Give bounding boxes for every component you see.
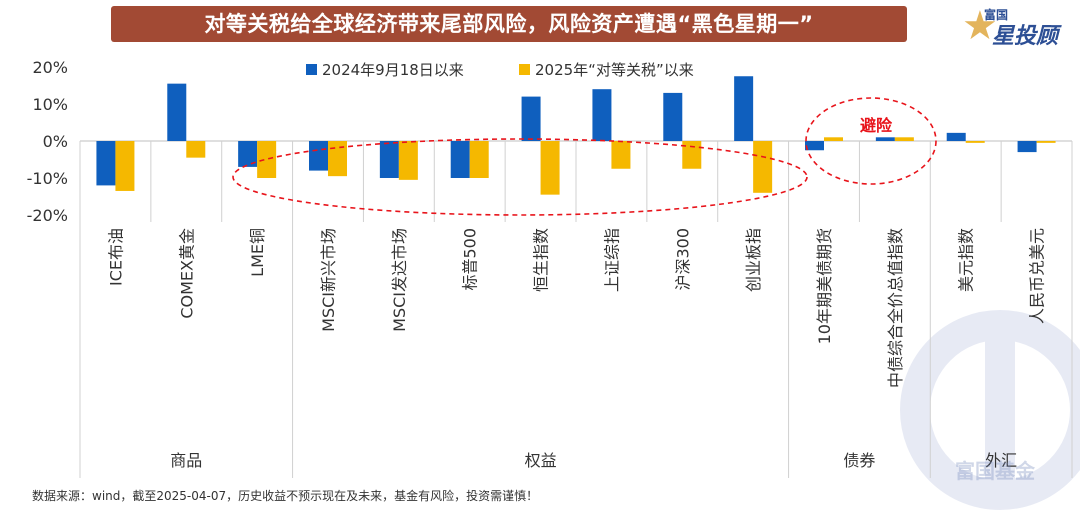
bar-series1 bbox=[875, 137, 895, 141]
group-label: 商品 bbox=[170, 451, 202, 470]
group-label: 权益 bbox=[525, 451, 557, 470]
logo-top-text: 富国 bbox=[984, 8, 1009, 22]
group-label: 外汇 bbox=[985, 451, 1017, 470]
category-label: 沪深300 bbox=[673, 228, 692, 291]
bar-series2 bbox=[186, 141, 206, 158]
bar-series2 bbox=[753, 141, 773, 193]
category-label: MSCI新兴市场 bbox=[319, 228, 338, 332]
legend-swatch-2 bbox=[519, 64, 530, 75]
legend-label-2: 2025年“对等关税”以来 bbox=[535, 61, 694, 79]
watermark-text: 富国基金 bbox=[955, 459, 1035, 483]
bar-series1 bbox=[309, 141, 328, 171]
bar-series1 bbox=[734, 76, 754, 141]
bar-series2 bbox=[469, 141, 489, 178]
bar-series1 bbox=[946, 132, 966, 141]
bar-series1 bbox=[521, 96, 541, 141]
bar-series1 bbox=[167, 83, 187, 141]
bar-series2 bbox=[257, 141, 277, 178]
bar-series1 bbox=[238, 141, 258, 167]
bar-series1 bbox=[592, 89, 612, 141]
bar-series2 bbox=[894, 137, 914, 141]
bar-series1 bbox=[379, 141, 399, 178]
category-label: COMEX黄金 bbox=[177, 228, 196, 319]
category-label: 标普500 bbox=[461, 228, 480, 291]
bar-series2 bbox=[824, 137, 843, 141]
category-label: 人民币兑美元 bbox=[1028, 228, 1047, 324]
y-tick-label: 0% bbox=[43, 132, 68, 151]
data-source-note: 数据来源：wind，截至2025-04-07，历史收益不预示现在及未来，基金有风… bbox=[32, 489, 539, 503]
y-tick-label: -10% bbox=[27, 169, 68, 188]
category-label: 上证综指 bbox=[602, 228, 621, 292]
y-tick-label: 20% bbox=[32, 58, 68, 77]
category-label: 中债综合全价总值指数 bbox=[886, 228, 905, 388]
y-tick-label: 10% bbox=[32, 95, 68, 114]
bar-series2 bbox=[398, 141, 418, 180]
watermark-emblem bbox=[900, 310, 1080, 510]
bar-series2 bbox=[540, 141, 560, 195]
legend-swatch-1 bbox=[306, 64, 317, 75]
bar-series2 bbox=[682, 141, 702, 169]
bar-series1 bbox=[805, 141, 824, 151]
bar-series2 bbox=[1036, 141, 1056, 143]
category-label: MSCI发达市场 bbox=[390, 228, 409, 332]
safe-haven-highlight-ellipse bbox=[805, 97, 937, 185]
chart-title: 对等关税给全球经济带来尾部风险，风险资产遭遇“黑色星期一” bbox=[111, 6, 907, 42]
category-label: 10年期美债期货 bbox=[815, 228, 834, 344]
bar-series1 bbox=[663, 92, 683, 141]
category-label: 美元指数 bbox=[957, 228, 976, 292]
star-icon: ★ bbox=[962, 3, 998, 49]
bar-series2 bbox=[328, 141, 347, 177]
category-label: LME铜 bbox=[248, 228, 267, 277]
bar-series2 bbox=[611, 141, 631, 169]
equity-highlight-ellipse bbox=[232, 138, 808, 216]
legend-label-1: 2024年9月18日以来 bbox=[322, 61, 464, 79]
group-label: 债券 bbox=[843, 451, 875, 470]
category-label: 创业板指 bbox=[744, 228, 763, 292]
bar-series2 bbox=[965, 141, 985, 143]
bar-series1 bbox=[450, 141, 470, 178]
logo-main-text: 星投顾 bbox=[992, 24, 1059, 49]
y-tick-label: -20% bbox=[27, 206, 68, 225]
bar-series2 bbox=[115, 141, 135, 191]
brand-logo: ★ 富国 星投顾 bbox=[962, 4, 1074, 52]
bar-series1 bbox=[96, 141, 116, 186]
category-label: 恒生指数 bbox=[532, 228, 551, 292]
category-label: ICE布油 bbox=[106, 228, 125, 286]
safe-haven-label: 避险 bbox=[860, 116, 893, 135]
bar-series1 bbox=[1017, 141, 1037, 153]
